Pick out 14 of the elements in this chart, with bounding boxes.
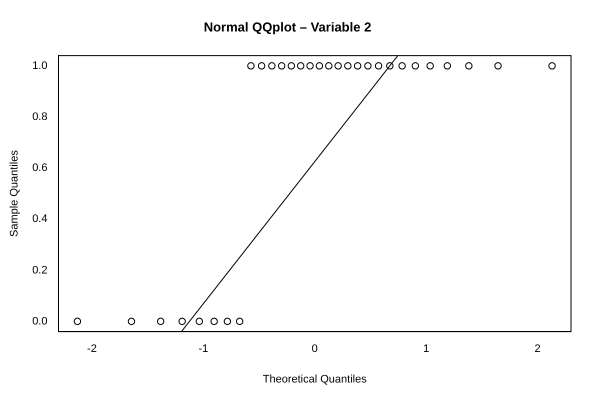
x-tick-label: 1 — [423, 343, 430, 356]
y-axis-title: Sample Quantiles — [8, 150, 21, 238]
x-tick-label: 0 — [312, 343, 318, 356]
chart-title: Normal QQplot – Variable 2 — [204, 19, 372, 34]
y-tick-label: 0.8 — [32, 110, 48, 123]
y-tick-label: 0.4 — [32, 213, 48, 226]
x-axis-title: Theoretical Quantiles — [262, 373, 368, 386]
x-tick-label: -2 — [87, 343, 97, 356]
y-tick-label: 0.0 — [32, 315, 48, 328]
y-tick-label: 0.6 — [32, 162, 48, 174]
x-tick-label: -1 — [198, 343, 208, 356]
y-tick-label: 1.0 — [32, 60, 48, 72]
y-tick-label: 0.2 — [32, 264, 48, 276]
x-tick-label: 2 — [534, 343, 541, 356]
